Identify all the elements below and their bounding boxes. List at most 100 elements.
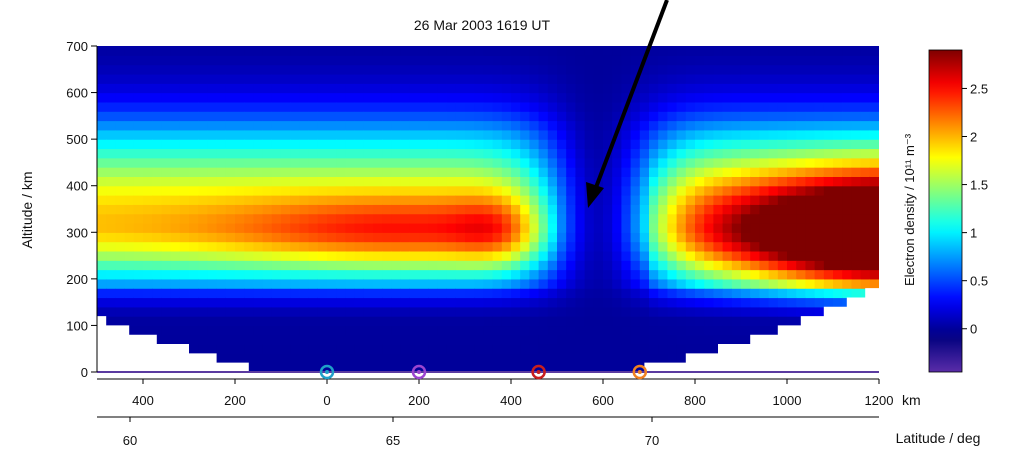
heatmap-cell	[566, 260, 576, 271]
heatmap-cell	[768, 111, 779, 122]
heatmap-cell	[474, 232, 484, 243]
heatmap-cell	[704, 269, 714, 280]
ground-marker-dot	[536, 370, 541, 374]
heatmap-cell	[805, 167, 816, 177]
heatmap-cell	[529, 353, 540, 364]
heatmap-cell	[842, 55, 852, 66]
heatmap-cell	[281, 344, 291, 354]
heatmap-cell	[538, 129, 549, 140]
heatmap-cell	[842, 241, 852, 252]
heatmap-cell	[547, 288, 558, 299]
heatmap-cell	[796, 46, 806, 56]
heatmap-cell	[833, 120, 843, 131]
heatmap-cell	[152, 222, 162, 233]
colorbar-tick-label: 0.5	[970, 274, 988, 289]
heatmap-cell	[575, 297, 586, 308]
heatmap-cell	[419, 157, 429, 168]
heatmap-cell	[621, 325, 632, 336]
heatmap-cell	[400, 353, 411, 364]
heatmap-cell	[557, 316, 567, 327]
heatmap-cell	[593, 222, 604, 233]
heatmap-cell	[281, 139, 291, 150]
heatmap-cell	[814, 222, 825, 233]
heatmap-cell	[667, 64, 678, 75]
heatmap-cell	[299, 353, 310, 364]
heatmap-cell	[787, 92, 797, 103]
heatmap-cell	[695, 111, 705, 122]
heatmap-cell	[290, 83, 300, 94]
heatmap-cell	[198, 306, 208, 317]
heatmap-cell	[216, 269, 227, 280]
heatmap-cell	[262, 213, 273, 224]
heatmap-cell	[207, 288, 218, 299]
heatmap-cell	[465, 157, 475, 168]
heatmap-cell	[676, 120, 687, 131]
heatmap-cell	[345, 344, 356, 354]
heatmap-cell	[207, 46, 218, 56]
heatmap-cell	[189, 167, 199, 177]
heatmap-cell	[529, 139, 540, 150]
heatmap-cell	[860, 269, 871, 280]
heatmap-cell	[143, 278, 153, 289]
heatmap-cell	[842, 139, 852, 150]
heatmap-cell	[777, 101, 788, 112]
heatmap-cell	[722, 278, 733, 289]
heatmap-cell	[603, 260, 613, 271]
heatmap-cell	[363, 306, 374, 317]
heatmap-cell	[860, 73, 871, 84]
heatmap-cell	[290, 353, 300, 364]
heatmap-cell	[704, 64, 714, 75]
heatmap-cell	[235, 260, 245, 271]
heatmap-cell	[685, 204, 696, 215]
heatmap-cell	[649, 139, 659, 150]
heatmap-cell	[97, 148, 107, 159]
heatmap-cell	[97, 83, 107, 94]
heatmap-cell	[612, 269, 622, 280]
heatmap-cell	[419, 241, 429, 252]
heatmap-cell	[741, 139, 751, 150]
heatmap-cell	[851, 269, 862, 280]
heatmap-cell	[768, 316, 779, 327]
heatmap-cell	[354, 157, 365, 168]
y-tick-label: 100	[66, 318, 88, 333]
heatmap-cell	[713, 185, 724, 196]
heatmap-cell	[308, 250, 319, 261]
heatmap-cell	[207, 185, 218, 196]
heatmap-cell	[501, 222, 512, 233]
heatmap-cell	[271, 213, 282, 224]
heatmap-cell	[428, 101, 438, 112]
heatmap-cell	[759, 129, 770, 140]
heatmap-cell	[501, 325, 512, 336]
heatmap-cell	[612, 241, 622, 252]
heatmap-cell	[207, 250, 218, 261]
heatmap-cell	[207, 222, 218, 233]
heatmap-cell	[658, 148, 668, 159]
heatmap-cell	[143, 316, 153, 327]
heatmap-cell	[115, 195, 126, 205]
heatmap-cell	[281, 55, 291, 66]
heatmap-cell	[225, 111, 236, 122]
heatmap-cell	[133, 316, 144, 327]
heatmap-cell	[336, 260, 346, 271]
heatmap-cell	[179, 101, 190, 112]
heatmap-cell	[612, 306, 622, 317]
heatmap-cell	[262, 185, 273, 196]
heatmap-cell	[317, 185, 328, 196]
heatmap-cell	[805, 288, 816, 299]
heatmap-cell	[345, 269, 356, 280]
heatmap-cell	[621, 232, 632, 243]
heatmap-cell	[354, 232, 365, 243]
heatmap-cell	[658, 185, 668, 196]
heatmap-cell	[363, 139, 374, 150]
heatmap-cell	[446, 250, 457, 261]
heatmap-cell	[869, 222, 879, 233]
heatmap-cell	[713, 101, 724, 112]
heatmap-cell	[603, 46, 613, 56]
heatmap-cell	[787, 101, 797, 112]
heatmap-cell	[593, 64, 604, 75]
heatmap-cell	[639, 241, 650, 252]
heatmap-cell	[529, 222, 540, 233]
heatmap-cell	[741, 83, 751, 94]
heatmap-cell	[400, 306, 411, 317]
heatmap-cell	[235, 297, 245, 308]
